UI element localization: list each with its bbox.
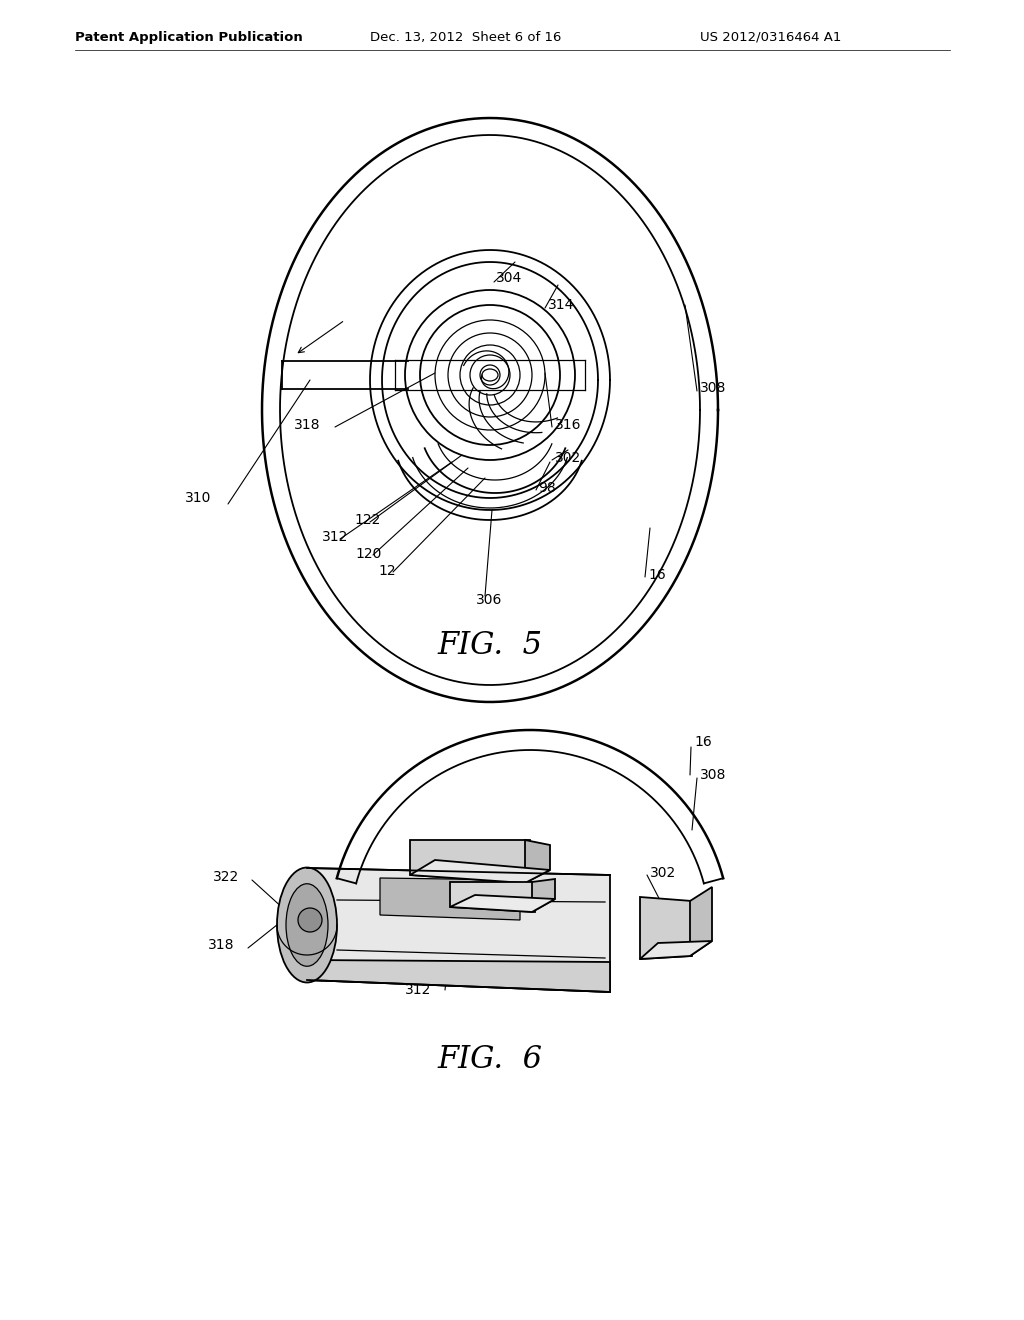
Text: 120: 120	[355, 546, 381, 561]
Polygon shape	[640, 898, 692, 960]
Circle shape	[298, 908, 322, 932]
Text: 16: 16	[694, 735, 712, 748]
Text: 312: 312	[322, 531, 348, 544]
Text: 308: 308	[700, 381, 726, 395]
Text: 316: 316	[555, 418, 582, 432]
Text: US 2012/0316464 A1: US 2012/0316464 A1	[700, 30, 842, 44]
Text: 310: 310	[185, 491, 211, 506]
Text: 306: 306	[476, 593, 503, 607]
Polygon shape	[307, 869, 610, 993]
Ellipse shape	[286, 884, 328, 966]
Text: 318: 318	[294, 418, 321, 432]
Polygon shape	[450, 895, 555, 912]
Text: Patent Application Publication: Patent Application Publication	[75, 30, 303, 44]
Text: 16: 16	[648, 568, 666, 582]
Text: 122: 122	[354, 513, 380, 527]
Polygon shape	[410, 840, 530, 883]
Ellipse shape	[278, 867, 337, 982]
Text: 308: 308	[700, 768, 726, 781]
Polygon shape	[307, 960, 610, 993]
Polygon shape	[690, 887, 712, 956]
Polygon shape	[525, 840, 550, 883]
Polygon shape	[450, 882, 535, 912]
Polygon shape	[532, 879, 555, 912]
Text: 312: 312	[406, 983, 431, 997]
Text: FIG.  5: FIG. 5	[437, 630, 543, 660]
Text: 304: 304	[496, 271, 522, 285]
Text: 12: 12	[378, 564, 395, 578]
Text: 314: 314	[548, 298, 574, 312]
Text: Dec. 13, 2012  Sheet 6 of 16: Dec. 13, 2012 Sheet 6 of 16	[370, 30, 561, 44]
Polygon shape	[380, 878, 520, 920]
Text: 318: 318	[208, 939, 234, 952]
Polygon shape	[640, 941, 712, 960]
Text: 322: 322	[213, 870, 240, 884]
Text: FIG.  6: FIG. 6	[437, 1044, 543, 1076]
Text: 302: 302	[555, 451, 582, 465]
Polygon shape	[410, 861, 550, 883]
Text: 302: 302	[650, 866, 676, 880]
Text: 98: 98	[538, 480, 556, 495]
